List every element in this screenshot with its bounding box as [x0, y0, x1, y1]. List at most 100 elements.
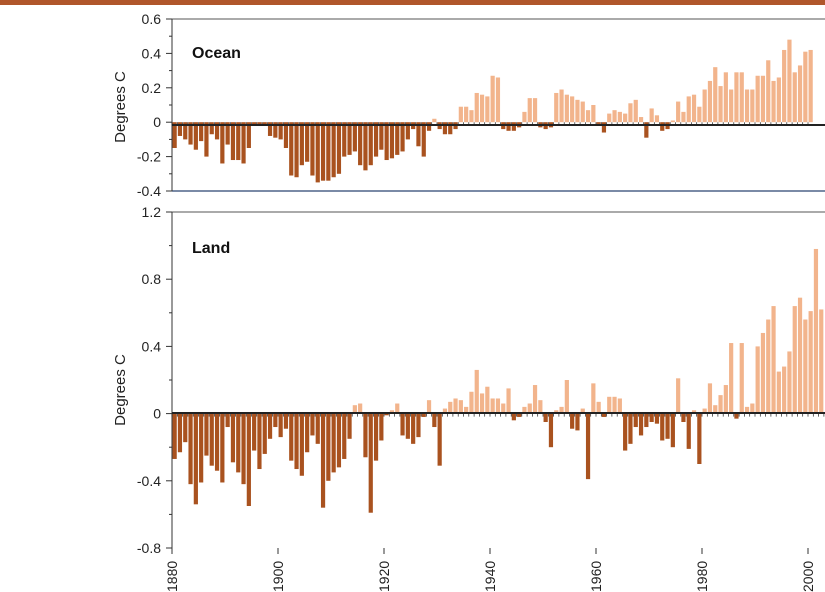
ocean-bar-1883 [188, 122, 193, 145]
land-bar-1968 [638, 413, 644, 436]
ocean-bar-1885 [199, 122, 204, 142]
land-bar-1976 [681, 413, 686, 422]
land-bar-1978 [691, 410, 697, 414]
land-panel: -0.8 -0.4 0 0.4 0.8 1.2 Land Degrees C [112, 204, 825, 556]
land-bar-1887 [209, 413, 214, 466]
ocean-bar-1969 [644, 122, 649, 138]
land-bar-1953 [559, 406, 564, 414]
ocean-bar-1953 [559, 89, 564, 123]
ocean-bar-1924 [405, 122, 410, 140]
ocean-y-tick-label: 0.6 [142, 11, 162, 27]
land-bar-1901 [283, 413, 289, 429]
land-bar-1925 [411, 413, 416, 444]
land-bar-1998 [797, 297, 803, 414]
ocean-bar-1989 [750, 89, 755, 123]
ocean-bar-1919 [379, 122, 384, 150]
land-bar-1979 [697, 413, 702, 464]
ocean-bar-1891 [230, 122, 236, 161]
land-bar-1967 [633, 413, 638, 428]
ocean-bar-1916 [363, 122, 368, 171]
land-bar-1946 [522, 406, 527, 414]
ocean-bar-1923 [400, 122, 405, 152]
land-bar-1939 [485, 386, 490, 414]
ocean-bar-1884 [193, 122, 198, 150]
ocean-bar-1922 [395, 122, 400, 155]
ocean-bar-1906 [310, 122, 315, 176]
land-bar-1952 [554, 410, 559, 414]
ocean-bar-1959 [591, 105, 596, 123]
ocean-bar-1940 [490, 75, 495, 123]
land-bar-1971 [654, 413, 660, 424]
ocean-bar-1886 [204, 122, 209, 157]
land-bar-1899 [273, 413, 278, 428]
ocean-bar-1999 [803, 51, 808, 123]
land-y-tick-label: 1.2 [142, 204, 162, 220]
ocean-bar-1941 [495, 77, 501, 123]
ocean-bar-1932 [448, 122, 453, 135]
x-tick-label-1900: 1900 [270, 561, 286, 592]
land-bar-1995 [782, 366, 787, 414]
x-tick-label-1940: 1940 [482, 561, 498, 592]
land-bar-1888 [214, 413, 220, 471]
land-bar-1983 [718, 395, 723, 414]
land-bar-1936 [469, 391, 474, 414]
land-bar-1886 [204, 413, 209, 456]
land-bar-1916 [363, 413, 368, 458]
ocean-bar-1964 [617, 111, 622, 123]
x-tick-label-1980: 1980 [694, 561, 710, 592]
ocean-panel: -0.4 -0.2 0 0.2 0.4 0.6 Ocean Degrees C [112, 11, 825, 199]
land-y-tick-label: -0.4 [137, 473, 161, 489]
land-bar-1942 [501, 403, 506, 414]
land-bar-1883 [188, 413, 193, 485]
land-bar-1945 [517, 413, 522, 417]
ocean-bar-1986 [734, 72, 739, 123]
land-bar-1996 [787, 351, 792, 414]
land-bar-1894 [246, 413, 251, 506]
ocean-bar-1982 [713, 67, 718, 123]
land-bar-1959 [591, 383, 596, 414]
ocean-bar-1890 [225, 122, 230, 145]
land-bar-1951 [548, 413, 554, 448]
land-bar-2001 [813, 248, 819, 414]
ocean-bar-1937 [474, 92, 479, 123]
land-bar-1974 [670, 413, 675, 448]
ocean-bar-1967 [633, 99, 638, 123]
ocean-bar-1935 [464, 106, 469, 123]
land-bar-1966 [628, 413, 633, 444]
land-bar-1988 [744, 406, 750, 414]
x-tick-label-2000: 2000 [800, 561, 816, 592]
land-bar-1906 [310, 413, 315, 436]
ocean-bar-2000 [808, 49, 813, 123]
land-bar-1948 [532, 385, 538, 414]
land-bar-1928 [426, 400, 432, 414]
ocean-bar-1899 [273, 122, 278, 138]
ocean-bar-1997 [792, 72, 797, 123]
land-bar-1903 [294, 413, 299, 470]
ocean-y-tick-label: -0.4 [137, 183, 161, 199]
ocean-bar-1948 [532, 98, 538, 123]
ocean-bar-1958 [585, 110, 591, 123]
land-bar-1897 [262, 413, 267, 454]
ocean-bar-1975 [676, 101, 681, 123]
ocean-bar-1929 [432, 118, 437, 123]
land-bar-1909 [326, 413, 331, 481]
ocean-bar-1888 [214, 122, 220, 140]
land-bar-1950 [543, 413, 548, 422]
ocean-bar-1985 [729, 89, 734, 123]
land-bar-1926 [416, 413, 421, 438]
ocean-bar-1977 [686, 96, 691, 123]
ocean-bar-1908 [320, 122, 326, 181]
ocean-bar-1995 [782, 49, 787, 123]
land-bar-1920 [384, 413, 389, 416]
land-bar-1893 [241, 413, 246, 485]
land-bar-1991 [760, 332, 766, 414]
land-bar-1997 [792, 306, 797, 414]
ocean-y-tick-label: -0.2 [137, 149, 161, 165]
ocean-bar-1992 [766, 60, 771, 123]
land-bar-1890 [225, 413, 230, 428]
land-bar-1956 [575, 413, 580, 431]
land-bar-1938 [479, 393, 485, 414]
ocean-bar-1918 [373, 122, 379, 157]
land-bar-1935 [464, 406, 469, 414]
ocean-bar-1961 [601, 122, 607, 133]
